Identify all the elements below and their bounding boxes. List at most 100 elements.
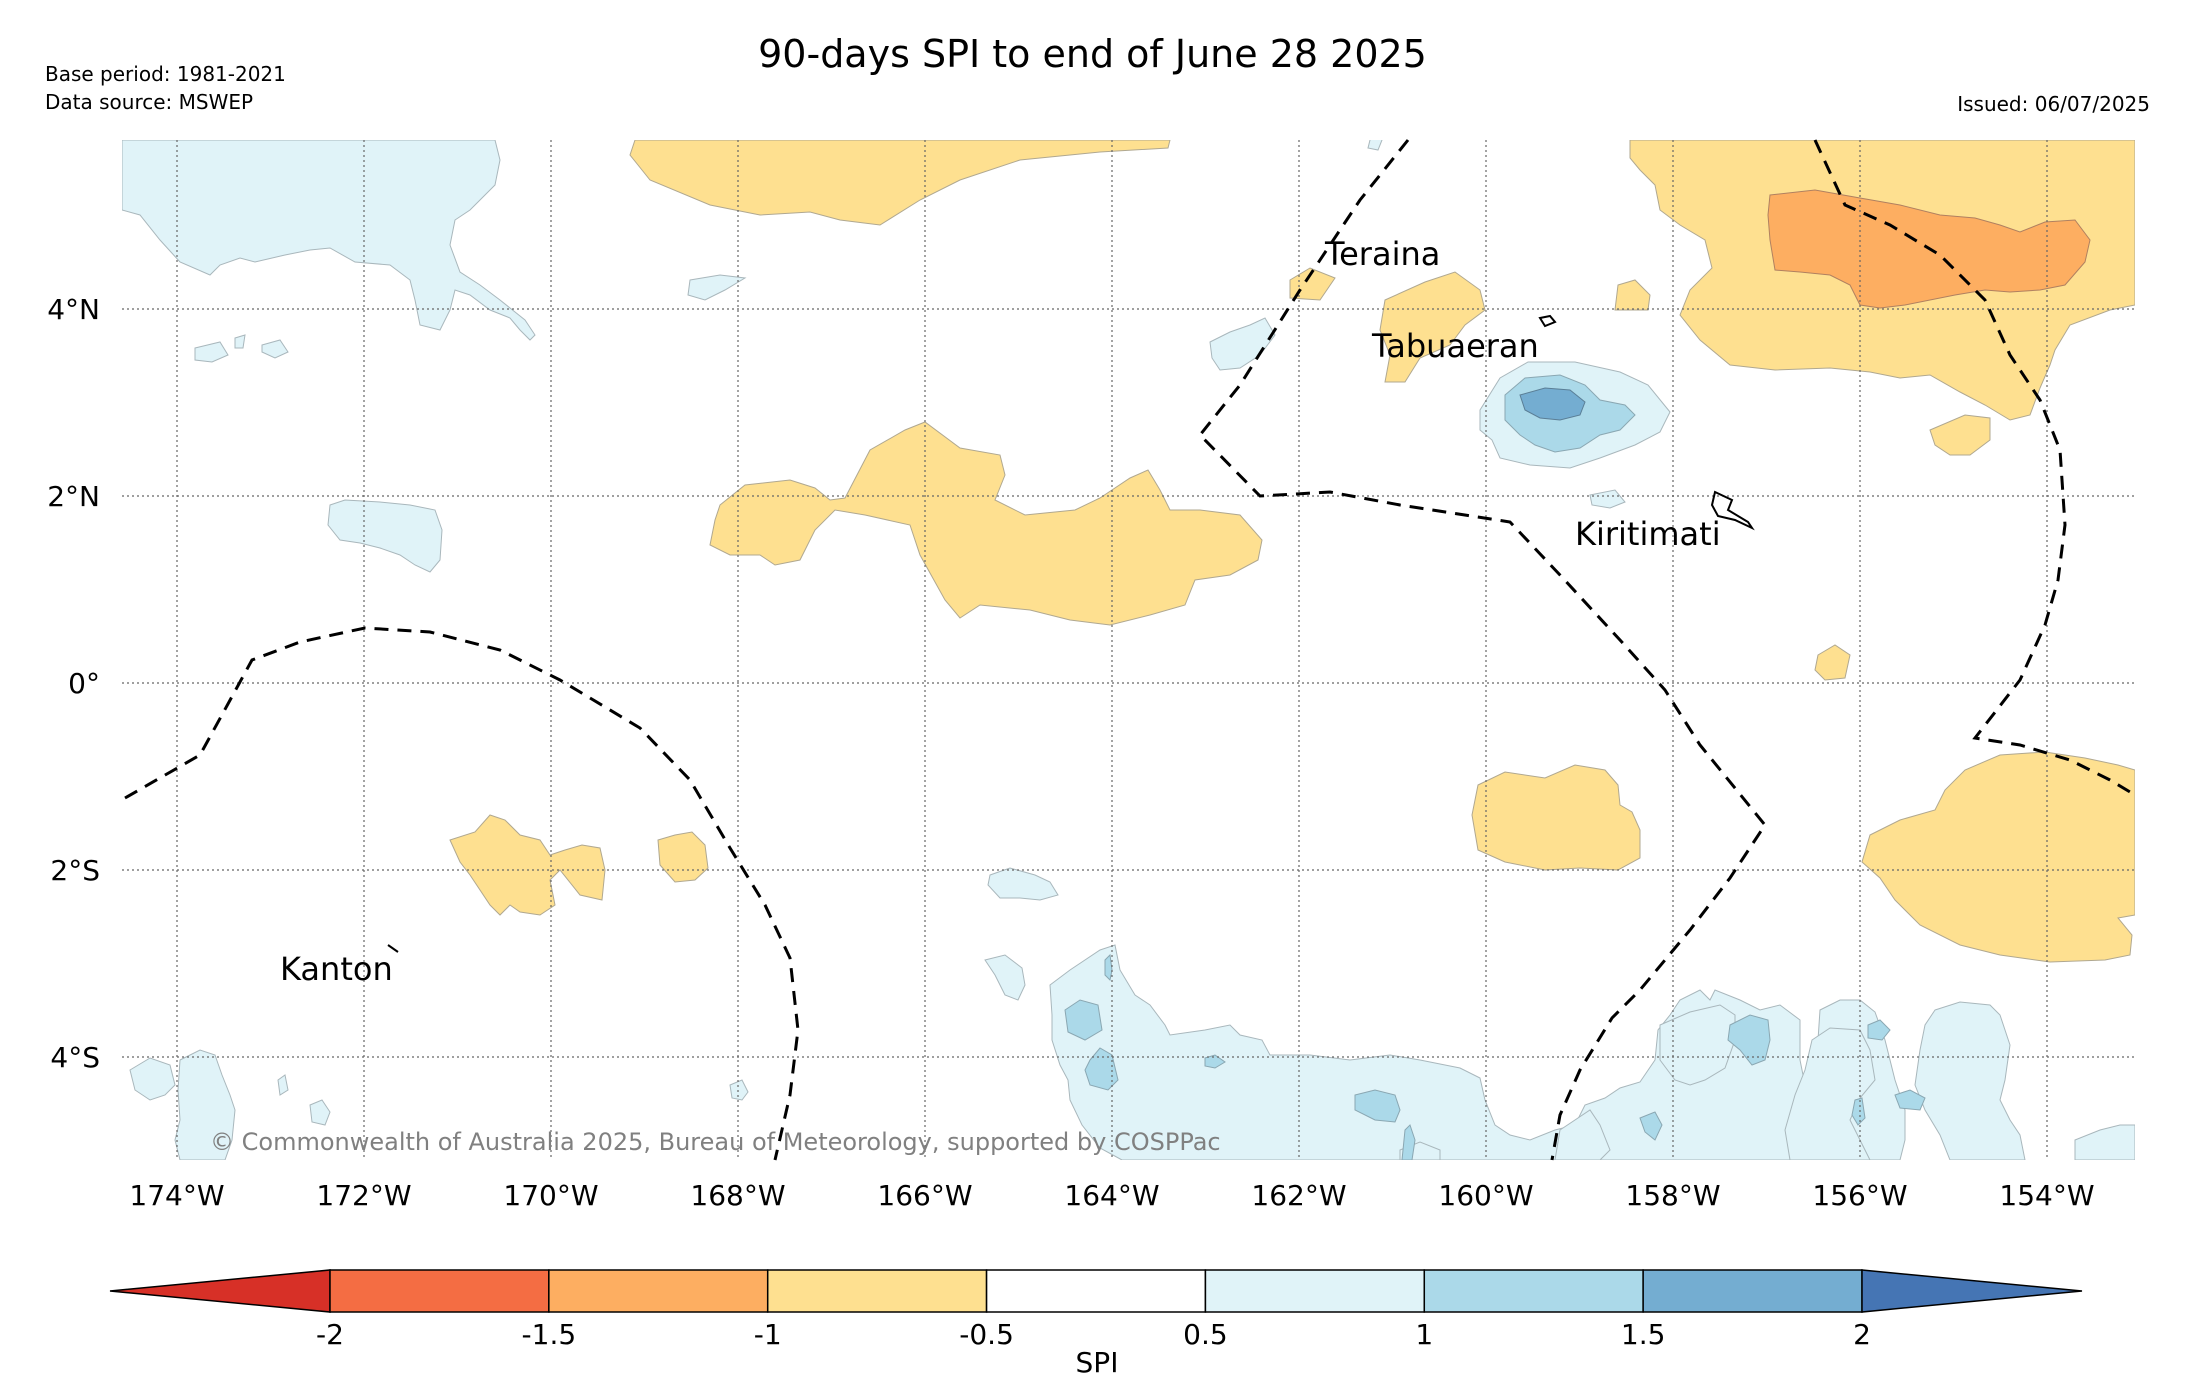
- lon-tick-label: 156°W: [1812, 1179, 1907, 1212]
- lat-tick-label: 2°S: [50, 854, 100, 887]
- wet-severe-patch: [1084, 1047, 1119, 1091]
- dry-patch: [1814, 644, 1851, 681]
- issued-date: Issued: 06/07/2025: [1957, 92, 2150, 116]
- wet-severe-patch: [1204, 1054, 1226, 1069]
- wet-severe-patch: [1064, 999, 1103, 1041]
- wet-patch: [1914, 1001, 2026, 1160]
- dry-patch: [1471, 764, 1641, 871]
- copyright-notice: © Commonwealth of Australia 2025, Bureau…: [210, 1128, 1221, 1156]
- colorbar-tick-label: -1.5: [522, 1318, 577, 1351]
- data-source-note: Data source: MSWEP: [45, 90, 254, 114]
- dry-patch: [1379, 271, 1486, 383]
- kanton-outline: [387, 944, 399, 953]
- dry-patch: [629, 140, 1171, 226]
- dry-patch: [657, 831, 709, 883]
- lat-tick-label: 4°S: [50, 1041, 100, 1074]
- wet-patch: [261, 339, 289, 359]
- wet-patch: [309, 1099, 331, 1126]
- dry-patch: [1614, 279, 1651, 311]
- colorbar-extend-high: [1861, 1269, 2083, 1313]
- colorbar-segment: [985, 1269, 1207, 1313]
- map-title: 90-days SPI to end of June 28 2025: [758, 32, 1427, 76]
- dry-patch: [449, 814, 606, 916]
- wet-patch: [1554, 1109, 1611, 1160]
- colorbar-tick-label: -2: [316, 1318, 344, 1351]
- wet-severe-patch: [1851, 1097, 1866, 1126]
- colorbar-extend-low: [109, 1269, 331, 1313]
- wet-patch: [987, 867, 1059, 901]
- lon-tick-label: 172°W: [316, 1179, 411, 1212]
- colorbar-segment: [548, 1269, 769, 1313]
- colorbar-tick-label: -0.5: [959, 1318, 1014, 1351]
- wet-patch: [234, 334, 246, 349]
- lon-tick-label: 168°W: [690, 1179, 785, 1212]
- wet-patch: [194, 341, 229, 363]
- spi-colorbar: -2 -1.5 -1 -0.5 0.5 1 1.5 2: [109, 1269, 2083, 1351]
- base-period-note: Base period: 1981-2021: [45, 62, 286, 86]
- wet-patch: [174, 1049, 236, 1160]
- wet-very-patch: [1519, 387, 1586, 421]
- wet-patch: [129, 1057, 176, 1101]
- wet-patch: [277, 1074, 289, 1096]
- wet-patch: [122, 140, 536, 341]
- colorbar-tick-label: 0.5: [1183, 1318, 1228, 1351]
- wet-severe-patch: [1727, 1014, 1771, 1066]
- eez-boundary-line-islands-east: [1813, 139, 2136, 797]
- lon-tick-label: 160°W: [1438, 1179, 1533, 1212]
- eez-boundary-line-islands-west: [1197, 139, 1767, 1161]
- wet-patch: [2074, 1124, 2135, 1160]
- wet-severe-patch: [1104, 953, 1113, 982]
- graticule: [122, 140, 2135, 1160]
- spi-field: [122, 140, 2135, 1160]
- dry-patch: [1861, 751, 2135, 963]
- wet-patch: [1589, 489, 1626, 509]
- lon-tick-label: 166°W: [877, 1179, 972, 1212]
- colorbar-label: SPI: [1076, 1346, 1119, 1379]
- lon-tick-label: 162°W: [1251, 1179, 1346, 1212]
- lat-tick-label: 4°N: [47, 293, 100, 326]
- kiritimati-outline: [1710, 490, 1755, 531]
- place-label-tabuaeran: Tabuaeran: [1371, 327, 1539, 365]
- lat-tick-label: 2°N: [47, 480, 100, 513]
- colorbar-tick-label: -1: [754, 1318, 782, 1351]
- tabuaeran-outline: [1538, 314, 1557, 328]
- lon-tick-label: 154°W: [1999, 1179, 2094, 1212]
- dry-patch: [1289, 267, 1336, 301]
- colorbar-tick-label: 1.5: [1621, 1318, 1666, 1351]
- wet-severe-patch: [1894, 1089, 1926, 1111]
- colorbar-segment: [1423, 1269, 1644, 1313]
- eez-boundaries: [124, 139, 2136, 1161]
- colorbar-segment: [1642, 1269, 1863, 1313]
- colorbar-segment: [329, 1269, 550, 1313]
- colorbar-segment: [1204, 1269, 1426, 1313]
- place-label-teraina: Teraina: [1324, 235, 1440, 273]
- lon-tick-label: 158°W: [1625, 1179, 1720, 1212]
- wet-patch: [687, 274, 747, 301]
- wet-patch: [1367, 140, 1383, 151]
- wet-patch: [1784, 1027, 1876, 1160]
- lat-tick-label: 0°: [68, 667, 100, 700]
- wet-patch: [327, 499, 443, 573]
- wet-severe-patch: [1354, 1089, 1401, 1123]
- colorbar-segment: [766, 1269, 988, 1313]
- colorbar-tick-label: 1: [1415, 1318, 1433, 1351]
- dry-patch: [1929, 414, 1991, 456]
- wet-patch: [1049, 944, 1846, 1160]
- place-label-kanton: Kanton: [280, 950, 393, 988]
- lon-tick-label: 164°W: [1064, 1179, 1159, 1212]
- wet-severe-patch: [1401, 1124, 1416, 1160]
- dry-patch: [709, 421, 1263, 626]
- island-outlines: [387, 314, 1755, 953]
- eez-boundary-kanton: [124, 626, 800, 1161]
- place-label-kiritimati: Kiritimati: [1575, 515, 1721, 553]
- colorbar-tick-label: 2: [1853, 1318, 1871, 1351]
- lon-tick-label: 174°W: [129, 1179, 224, 1212]
- lon-tick-label: 170°W: [503, 1179, 598, 1212]
- wet-patch: [1659, 1004, 1736, 1086]
- longitude-tick-labels: 174°W 172°W 170°W 168°W 166°W 164°W 162°W 160°W…: [129, 1179, 2094, 1212]
- wet-severe-patch: [1867, 1019, 1891, 1041]
- wet-patch: [729, 1079, 749, 1101]
- wet-severe-patch: [1639, 1111, 1663, 1141]
- wet-patch: [984, 954, 1026, 1001]
